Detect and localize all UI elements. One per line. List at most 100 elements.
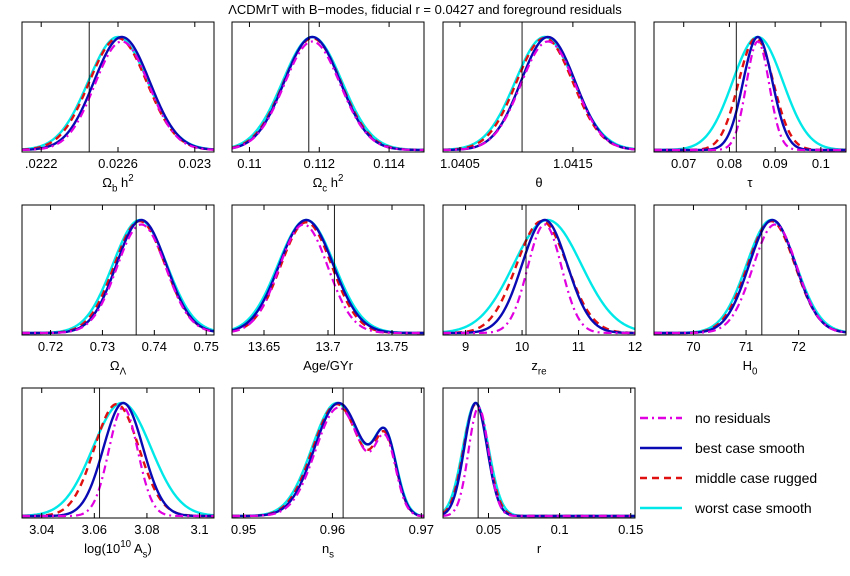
panel-11-curves: [443, 401, 635, 518]
x-tick-label: 0.11: [237, 156, 261, 171]
x-tick-label: 0.08: [717, 156, 742, 171]
series-no-residuals: [22, 406, 214, 518]
axes-frame: [21, 387, 215, 519]
x-tick-label: 0.0226: [98, 156, 138, 171]
legend-label: best case smooth: [695, 440, 805, 456]
legend-item-middle-case: middle case rugged: [640, 470, 817, 486]
series-worst-case: [443, 35, 635, 151]
series-best-case: [232, 218, 424, 335]
axes-frame: [231, 21, 425, 153]
x-axis-label: θ: [535, 175, 542, 190]
panel-3: 1.0405 1.0415 θ: [440, 21, 636, 190]
legend-label: middle case rugged: [695, 470, 817, 486]
panel-7-curves: [443, 218, 635, 335]
series-best-case: [232, 35, 424, 152]
panel-4-curves: [654, 35, 846, 152]
x-tick-label: 0.95: [231, 522, 256, 537]
series-worst-case: [22, 218, 214, 335]
panel-3-curves: [443, 35, 635, 152]
legend: no residuals best case smooth middle case …: [640, 410, 817, 516]
legend-label: no residuals: [695, 410, 771, 426]
series-best-case: [22, 401, 214, 518]
series-worst-case: [443, 218, 635, 334]
panel-11: 0.05 0.1 0.15 r: [442, 387, 643, 556]
legend-item-no-residuals: no residuals: [640, 410, 771, 426]
x-tick-label: 3.04: [29, 522, 54, 537]
series-no-residuals: [232, 406, 424, 518]
panel-6: 13.65 13.7 13.75 Age/GYr: [231, 204, 425, 373]
series-no-residuals: [443, 40, 635, 152]
series-no-residuals: [443, 223, 635, 335]
x-tick-label: 1.0405: [440, 156, 480, 171]
x-tick-label: 0.74: [142, 339, 167, 354]
axes-frame: [21, 204, 215, 336]
series-worst-case: [232, 218, 424, 335]
axes-frame: [231, 387, 425, 519]
series-best-case: [443, 401, 635, 518]
x-axis-label: τ: [747, 175, 753, 190]
x-axis-label: Age/GYr: [303, 358, 354, 373]
series-worst-case: [22, 35, 214, 151]
figure-title: ΛCDMrT with B−modes, fiducial r = 0.0427…: [228, 2, 622, 17]
x-tick-label: 3.08: [134, 522, 159, 537]
panel-9: 3.04 3.06 3.08 3.1 log(1010 As): [21, 387, 215, 561]
series-no-residuals: [232, 223, 424, 335]
x-tick-label: 3.1: [190, 522, 208, 537]
series-worst-case: [22, 401, 214, 517]
panel-5: 0.72 0.73 0.74 0.75 ΩΛ: [21, 204, 219, 378]
series-no-residuals: [232, 40, 424, 152]
x-axis-label: H0: [743, 358, 758, 378]
x-tick-label: .0222: [25, 156, 58, 171]
x-tick-label: 0.72: [38, 339, 63, 354]
panel-1-curves: [22, 35, 214, 152]
axes-frame: [442, 387, 636, 519]
series-best-case: [22, 35, 214, 152]
series-middle-case: [22, 36, 214, 151]
x-axis-label: zre: [531, 358, 546, 378]
x-tick-label: 0.07: [671, 156, 696, 171]
x-tick-label: 0.15: [618, 522, 643, 537]
series-middle-case: [22, 219, 214, 335]
panel-10: 0.95 0.96 0.97 ns: [231, 387, 434, 561]
axes-frame: [653, 21, 847, 153]
series-no-residuals: [22, 223, 214, 335]
panel-10-curves: [232, 401, 424, 518]
x-tick-label: 9: [462, 339, 469, 354]
panel-7: 9 10 11 12 zre: [442, 204, 642, 378]
series-worst-case: [443, 401, 635, 518]
series-middle-case: [443, 402, 635, 518]
series-no-residuals: [654, 40, 846, 152]
legend-item-best-case: best case smooth: [640, 440, 805, 456]
axes-frame: [231, 204, 425, 336]
x-tick-label: 0.09: [762, 156, 787, 171]
series-no-residuals: [443, 406, 635, 518]
x-tick-label: 13.7: [315, 339, 340, 354]
x-tick-label: 71: [739, 339, 753, 354]
panel-4: 0.07 0.08 0.09 0.1 τ: [653, 21, 847, 190]
x-tick-label: 1.0415: [553, 156, 593, 171]
panel-8-curves: [654, 218, 846, 335]
x-tick-label: 3.06: [82, 522, 107, 537]
x-tick-label: 72: [791, 339, 805, 354]
x-tick-label: 70: [686, 339, 700, 354]
axes-frame: [653, 204, 847, 336]
x-axis-label: ns: [322, 541, 334, 561]
x-tick-label: 0.97: [409, 522, 434, 537]
series-best-case: [232, 401, 424, 518]
legend-label: worst case smooth: [694, 500, 812, 516]
series-best-case: [22, 218, 214, 335]
panel-8: 70 71 72 H0: [653, 204, 847, 378]
x-axis-label: Ωb h2: [102, 173, 133, 194]
series-middle-case: [443, 36, 635, 152]
x-tick-label: 0.023: [179, 156, 212, 171]
x-axis-label: ΩΛ: [110, 358, 127, 378]
series-no-residuals: [22, 40, 214, 151]
x-tick-label: 10: [515, 339, 529, 354]
legend-item-worst-case: worst case smooth: [640, 500, 812, 516]
panel-5-curves: [22, 218, 214, 335]
x-tick-label: 0.73: [90, 339, 115, 354]
x-tick-label: 11: [572, 339, 586, 354]
x-tick-label: 0.114: [373, 156, 405, 171]
